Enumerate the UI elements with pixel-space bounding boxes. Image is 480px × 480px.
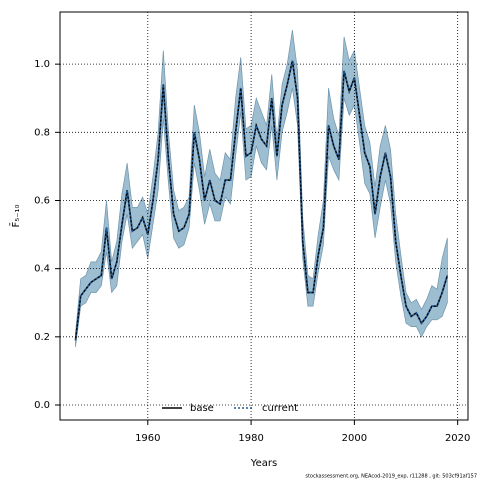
legend-label: base <box>190 403 214 414</box>
y-tick-label: 0.8 <box>34 127 50 138</box>
plot-frame <box>59 11 469 421</box>
y-tick-label: 0.4 <box>34 264 50 275</box>
y-tick-label: 1.0 <box>34 59 50 70</box>
y-tick-label: 0.2 <box>34 332 50 343</box>
x-tick-label: 1980 <box>238 433 263 444</box>
legend-label: current <box>262 403 298 414</box>
x-tick-label: 1960 <box>135 433 160 444</box>
series-line <box>74 60 449 341</box>
x-axis-label: Years <box>250 458 277 469</box>
y-tick-label: 0.6 <box>34 195 50 206</box>
footnote: stockassessment.org, NEAcod-2019_exp, r1… <box>305 474 477 480</box>
y-axis-label: F̄₅₋₁₀ <box>9 204 22 227</box>
x-tick-label: 2000 <box>342 433 367 444</box>
x-tick-label: 2020 <box>445 433 470 444</box>
y-tick-label: 0.0 <box>34 400 50 411</box>
